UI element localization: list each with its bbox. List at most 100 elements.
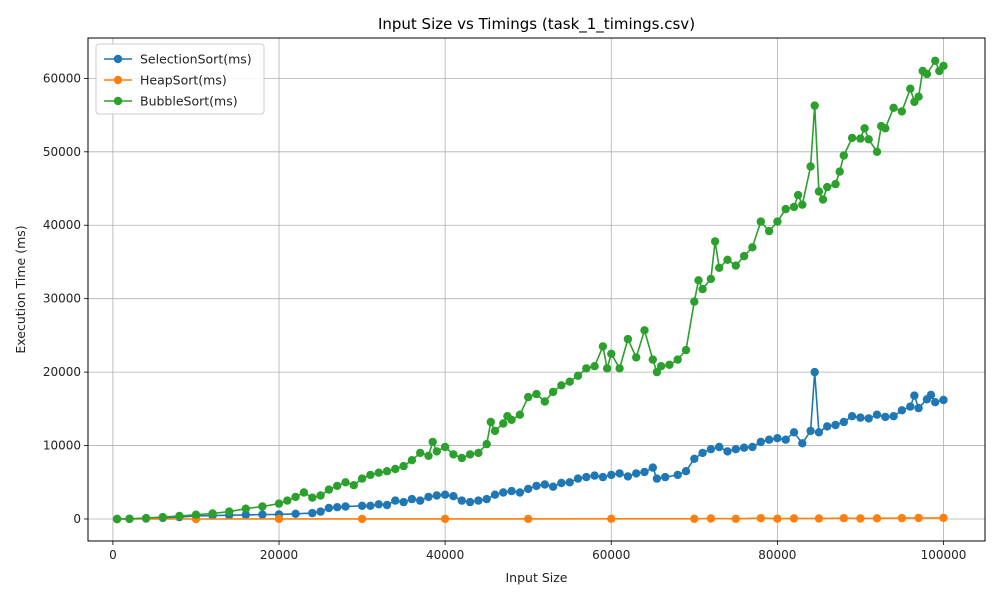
- data-point: [906, 402, 915, 411]
- data-point: [449, 492, 458, 501]
- ticks: 0 20000 40000 60000 80000 100000 0 10000 20000 30…: [43, 71, 967, 562]
- data-point: [258, 502, 267, 511]
- x-tick-label: 20000: [260, 548, 298, 562]
- x-tick-label: 0: [109, 548, 117, 562]
- data-point: [582, 472, 591, 482]
- data-point: [897, 513, 907, 523]
- series-2: [112, 56, 948, 524]
- data-point: [681, 467, 691, 476]
- data-point: [333, 503, 342, 512]
- legend-swatch-marker: [113, 75, 123, 85]
- data-point: [864, 135, 873, 144]
- data-point: [341, 478, 350, 487]
- data-point: [756, 437, 765, 447]
- y-tick-label: 0: [73, 512, 81, 526]
- data-point: [573, 371, 583, 380]
- series-layer: [112, 56, 948, 524]
- data-point: [764, 226, 774, 236]
- data-point: [673, 355, 682, 364]
- data-point: [698, 284, 707, 294]
- data-point: [274, 499, 284, 508]
- data-point: [382, 500, 392, 510]
- legend-label: SelectionSort(ms): [140, 52, 252, 67]
- data-point: [208, 509, 217, 518]
- data-point: [939, 513, 948, 523]
- data-point: [623, 472, 633, 481]
- data-point: [582, 364, 591, 373]
- data-point: [191, 510, 201, 519]
- data-point: [374, 500, 383, 509]
- data-point: [598, 342, 608, 351]
- data-point: [764, 435, 774, 444]
- data-point: [440, 490, 450, 499]
- data-point: [324, 485, 334, 494]
- data-point: [823, 422, 832, 431]
- data-point: [499, 419, 508, 428]
- data-point: [872, 514, 882, 523]
- data-point: [847, 412, 857, 421]
- data-point: [823, 182, 832, 192]
- data-point: [424, 492, 433, 502]
- data-point: [881, 124, 890, 133]
- chart-title: Input Size vs Timings (task_1_timings.cs…: [378, 15, 695, 34]
- data-point: [407, 456, 417, 465]
- y-tick-label: 10000: [43, 439, 81, 453]
- data-point: [416, 448, 425, 458]
- data-point: [366, 470, 375, 480]
- data-point: [308, 493, 317, 502]
- data-point: [486, 417, 495, 427]
- data-point: [333, 481, 342, 491]
- data-point: [515, 488, 525, 497]
- legend-box: [95, 43, 265, 115]
- data-point: [665, 360, 674, 369]
- data-point: [590, 362, 599, 371]
- data-point: [391, 496, 400, 505]
- data-point: [652, 367, 662, 377]
- data-point: [773, 217, 782, 226]
- data-point: [839, 417, 848, 427]
- data-point: [449, 450, 458, 459]
- data-point: [723, 447, 732, 456]
- data-point: [731, 514, 740, 523]
- data-point: [507, 486, 516, 496]
- data-point: [482, 494, 491, 504]
- data-point: [573, 474, 583, 483]
- data-point: [773, 514, 782, 523]
- data-point: [710, 237, 720, 246]
- data-point: [125, 514, 134, 523]
- data-point: [860, 124, 869, 133]
- data-point: [814, 187, 824, 196]
- data-point: [341, 502, 350, 511]
- data-point: [739, 251, 749, 261]
- data-point: [424, 451, 433, 460]
- data-point: [291, 509, 300, 518]
- data-point: [793, 190, 803, 200]
- plot-area: [87, 37, 986, 542]
- data-point: [299, 488, 309, 497]
- data-point: [748, 442, 757, 452]
- data-point: [623, 334, 633, 344]
- y-tick-label: 60000: [43, 71, 81, 85]
- series-0: [112, 367, 948, 524]
- x-tick-label: 80000: [758, 548, 796, 562]
- data-point: [324, 503, 334, 513]
- data-point: [607, 514, 616, 523]
- data-point: [715, 442, 724, 452]
- data-point: [906, 84, 915, 93]
- data-point: [681, 345, 691, 355]
- data-point: [607, 349, 616, 358]
- data-point: [141, 513, 151, 523]
- data-point: [831, 420, 840, 430]
- data-point: [781, 204, 790, 214]
- data-point: [590, 471, 599, 480]
- data-point: [474, 496, 483, 505]
- data-point: [175, 511, 184, 521]
- data-point: [839, 514, 848, 523]
- data-point: [432, 447, 441, 456]
- data-point: [482, 439, 491, 449]
- data-point: [632, 469, 641, 478]
- data-point: [540, 480, 549, 489]
- legend: SelectionSort(ms) HeapSort(ms) BubbleSort(…: [95, 43, 265, 115]
- data-point: [507, 415, 516, 424]
